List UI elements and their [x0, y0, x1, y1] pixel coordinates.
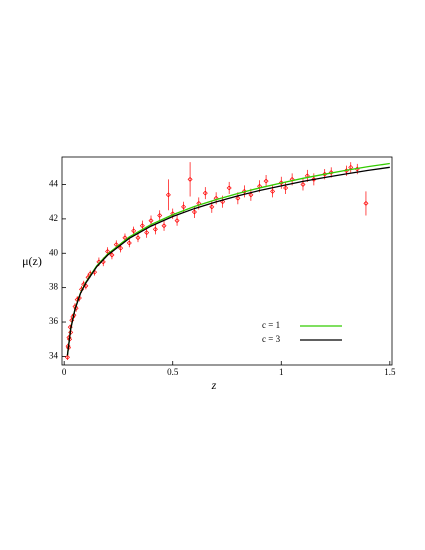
- x-tick-label: 1.5: [384, 367, 396, 377]
- y-tick-label: 40: [49, 247, 59, 257]
- legend-label: c = 1: [262, 320, 280, 330]
- data-point: [300, 182, 306, 187]
- data-point: [248, 192, 254, 198]
- data-point: [328, 169, 334, 175]
- data-point: [148, 218, 154, 224]
- data-point: [209, 204, 215, 210]
- x-tick-label: 0: [62, 367, 67, 377]
- data-point: [191, 209, 197, 215]
- data-point: [187, 176, 193, 182]
- data-point: [139, 223, 145, 229]
- y-tick-label: 42: [49, 213, 58, 223]
- data-point: [135, 235, 141, 241]
- y-tick-label: 34: [49, 350, 59, 360]
- data-point: [165, 192, 171, 198]
- data-point: [131, 228, 137, 234]
- legend-label: c = 3: [262, 334, 281, 344]
- data-point: [174, 218, 180, 224]
- data-point: [157, 212, 163, 218]
- data-point: [144, 230, 150, 236]
- x-tick-label: 1: [279, 367, 284, 377]
- data-point: [109, 252, 115, 258]
- data-point: [152, 226, 158, 232]
- y-tick-label: 38: [49, 282, 59, 292]
- data-point: [235, 195, 241, 201]
- data-point: [263, 178, 269, 184]
- data-point: [64, 354, 70, 360]
- data-point: [241, 188, 247, 194]
- data-point: [161, 223, 167, 229]
- data-point: [226, 185, 232, 191]
- y-axis-label: μ(z): [22, 254, 42, 268]
- data-point: [363, 200, 369, 206]
- data-point: [118, 245, 124, 251]
- x-axis-label: z: [211, 378, 217, 392]
- data-point: [170, 211, 176, 217]
- curve: [66, 166, 390, 356]
- plot-frame: [61, 156, 393, 366]
- data-point: [126, 240, 132, 246]
- data-point: [270, 188, 276, 194]
- data-point: [289, 176, 295, 182]
- data-point: [283, 185, 289, 191]
- data-point: [181, 204, 187, 210]
- y-tick-label: 44: [49, 179, 59, 189]
- y-tick-label: 36: [49, 316, 59, 326]
- data-point: [76, 295, 82, 301]
- data-point: [202, 190, 208, 196]
- x-tick-label: 0.5: [167, 367, 179, 377]
